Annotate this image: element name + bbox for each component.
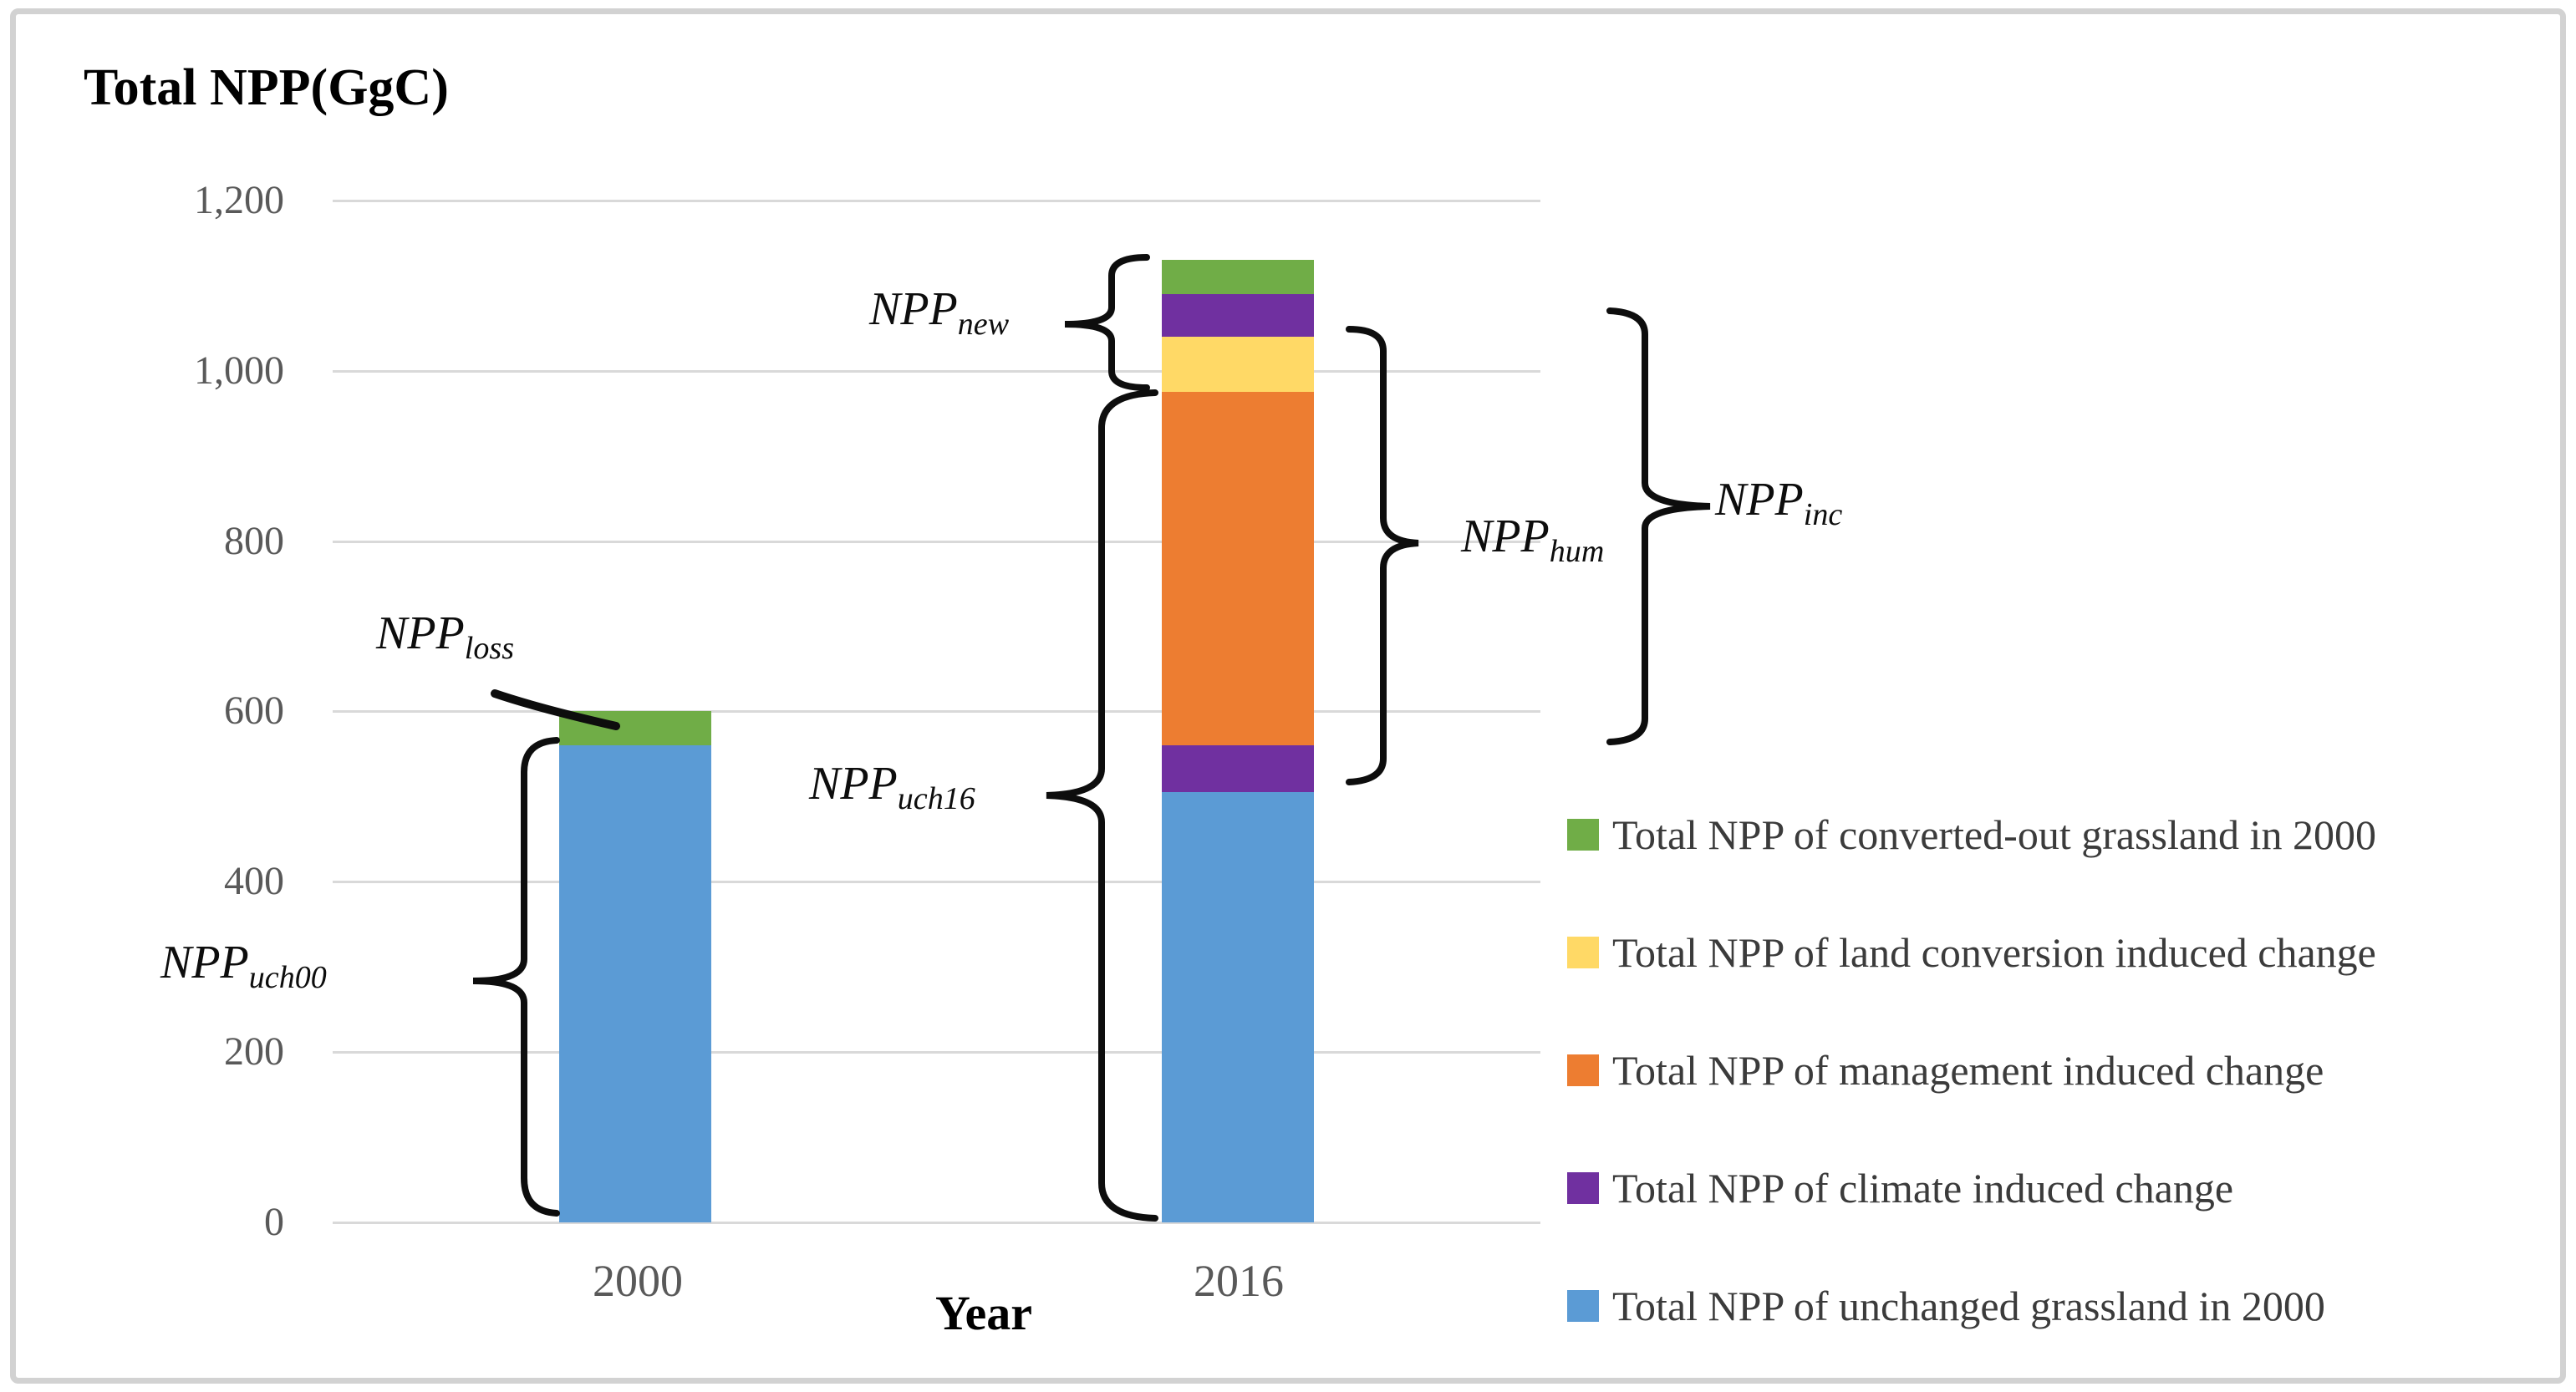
legend: Total NPP of converted-out grassland in … (1567, 811, 2376, 1392)
legend-item-orange: Total NPP of management induced change (1567, 1047, 2376, 1094)
bar-2016-segment-1 (1162, 745, 1314, 793)
legend-label: Total NPP of management induced change (1612, 1047, 2324, 1094)
bar-2016-segment-4 (1162, 294, 1314, 338)
legend-item-purple: Total NPP of climate induced change (1567, 1165, 2376, 1212)
gridline-1200 (333, 199, 1540, 202)
bar-2000-segment-0 (559, 745, 711, 1222)
legend-label: Total NPP of unchanged grassland in 2000 (1612, 1283, 2325, 1329)
y-tick-label-1200: 1,200 (194, 177, 284, 222)
y-tick-label-800: 800 (224, 518, 284, 563)
legend-item-green: Total NPP of converted-out grassland in … (1567, 811, 2376, 858)
chart-title: Total NPP(GgC) (84, 59, 449, 116)
y-tick-label-0: 0 (264, 1200, 284, 1244)
annotation-npp-uch00: NPPuch00 (160, 937, 327, 996)
legend-label: Total NPP of climate induced change (1612, 1165, 2234, 1212)
bar-2016-segment-3 (1162, 337, 1314, 393)
annotation-npp-loss: NPPloss (376, 607, 515, 667)
annotation-npp-inc: NPPinc (1715, 474, 1843, 533)
y-tick-label-200: 200 (224, 1029, 284, 1074)
legend-swatch-blue-icon (1567, 1290, 1599, 1322)
legend-label: Total NPP of land conversion induced cha… (1612, 929, 2376, 976)
x-tick-2000: 2000 (593, 1256, 683, 1306)
annotation-npp-uch16: NPPuch16 (809, 758, 975, 817)
legend-swatch-purple-icon (1567, 1172, 1599, 1204)
y-tick-label-400: 400 (224, 859, 284, 904)
gridline-600 (333, 710, 1540, 714)
y-tick-label-600: 600 (224, 688, 284, 734)
legend-item-yellow: Total NPP of land conversion induced cha… (1567, 932, 2376, 973)
x-tick-2016: 2016 (1194, 1256, 1284, 1306)
gridline-400 (333, 881, 1540, 884)
bar-2016-segment-5 (1162, 260, 1314, 295)
bar-2016-segment-2 (1162, 392, 1314, 746)
gridline-800 (333, 540, 1540, 543)
annotation-npp-hum: NPPhum (1461, 511, 1605, 570)
y-tick-label-1000: 1,000 (194, 348, 284, 393)
x-axis-title: Year (935, 1286, 1032, 1340)
legend-swatch-orange-icon (1567, 1054, 1599, 1086)
gridline-0 (333, 1222, 1540, 1224)
legend-swatch-yellow-icon (1567, 937, 1599, 968)
bar-2016-segment-0 (1162, 792, 1314, 1222)
gridline-200 (333, 1051, 1540, 1054)
figure-border (10, 8, 2566, 1384)
legend-label: Total NPP of converted-out grassland in … (1612, 811, 2376, 858)
bar-2000-segment-1 (559, 711, 711, 746)
gridline-1000 (333, 369, 1540, 373)
legend-swatch-green-icon (1567, 819, 1599, 851)
annotation-npp-new: NPPnew (869, 283, 1010, 343)
legend-item-blue: Total NPP of unchanged grassland in 2000 (1567, 1283, 2376, 1329)
